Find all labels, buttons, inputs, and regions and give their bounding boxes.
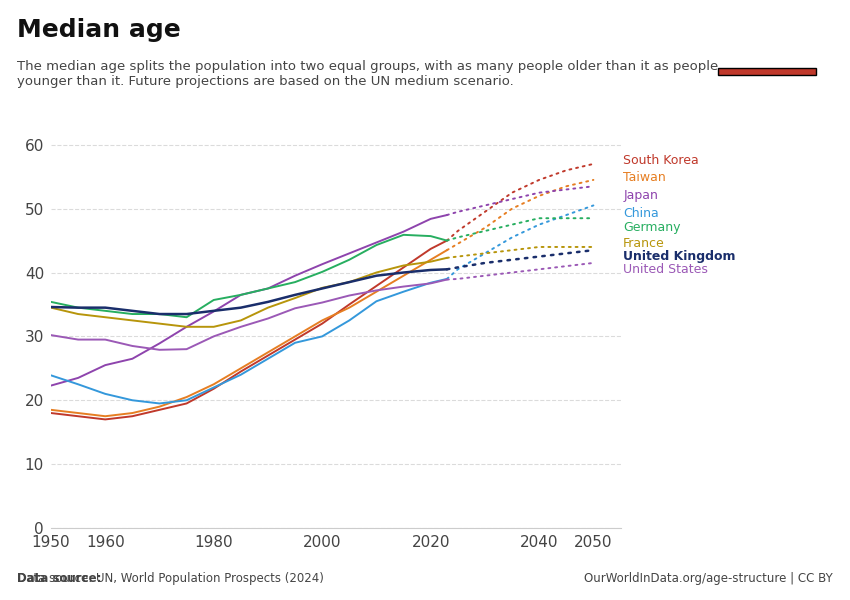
Text: The median age splits the population into two equal groups, with as many people : The median age splits the population int… [17,60,718,88]
Text: China: China [623,207,659,220]
Text: Germany: Germany [623,221,681,235]
Text: Data source: UN, World Population Prospects (2024): Data source: UN, World Population Prospe… [17,572,324,585]
FancyBboxPatch shape [718,68,816,75]
Text: Median age: Median age [17,18,181,42]
Text: Our World: Our World [737,37,796,47]
Text: Japan: Japan [623,190,658,202]
Text: France: France [623,237,665,250]
Text: United States: United States [623,263,708,276]
Text: Data source:: Data source: [17,572,101,585]
Text: Taiwan: Taiwan [623,172,666,184]
Text: United Kingdom: United Kingdom [623,250,736,263]
Text: South Korea: South Korea [623,154,699,167]
Text: in Data: in Data [746,55,788,65]
Text: OurWorldInData.org/age-structure | CC BY: OurWorldInData.org/age-structure | CC BY [584,572,833,585]
